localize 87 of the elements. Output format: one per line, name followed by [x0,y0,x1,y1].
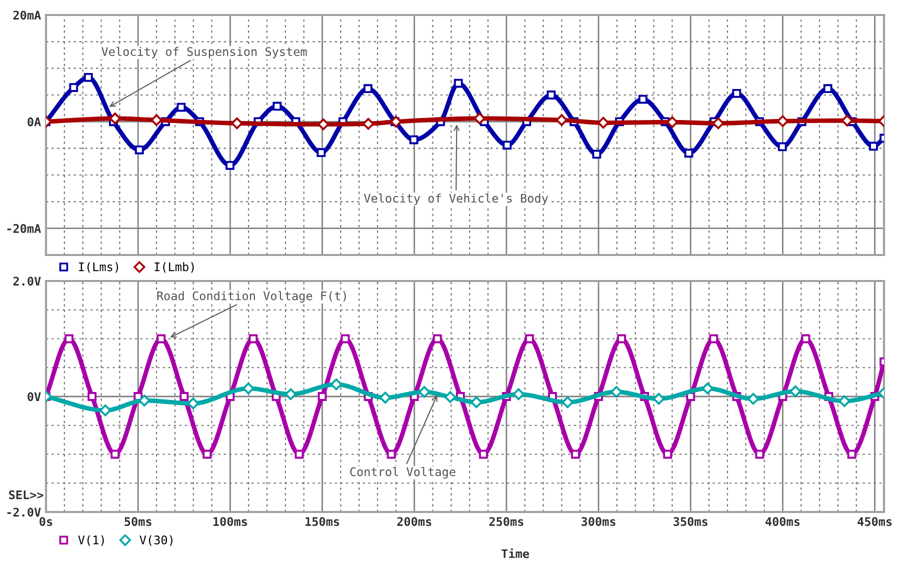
x-tick-label: 450ms [858,517,892,526]
point [318,392,327,401]
x-axis-title: Time [502,548,530,558]
x-tick-label: 50ms [124,517,152,526]
annotation: Road Condition Voltage F(t) [157,291,346,303]
point [474,112,486,124]
point [525,334,534,344]
point [732,88,742,98]
point [709,334,718,344]
point [150,114,162,126]
point [187,398,200,410]
annotation: Velocity of Vehicle's Body [364,194,548,205]
point [248,334,258,344]
point [638,94,648,104]
point [363,84,372,94]
point [610,386,622,398]
x-tick-label: 300ms [581,517,616,526]
point [556,114,568,126]
legend-label: I(Lms) [79,262,118,273]
point [231,117,243,130]
y-tick-label: -20mA [7,224,41,233]
point [226,160,234,170]
x-tick-label: 0s [40,517,52,526]
y-tick-label: 0A [28,117,41,126]
point [546,90,556,100]
x-tick-label: 250ms [489,517,524,526]
point [502,140,512,150]
point [202,450,212,459]
point [390,116,402,128]
point [432,334,442,344]
point [478,450,488,459]
point [134,145,144,154]
x-tick-label: 100ms [213,517,247,526]
x-tick-label: 200ms [397,517,432,526]
point [294,450,304,459]
point [156,334,166,344]
point [242,382,254,394]
point [823,84,832,94]
legend-label: V(1) [78,535,104,546]
point [176,102,186,112]
point [562,396,574,408]
x-tick-label: 150ms [306,517,340,526]
y-tick-label: -2.0V [7,508,41,517]
x-tick-label: 400ms [766,517,800,526]
point [316,148,326,158]
point [272,102,282,111]
point [64,334,74,344]
point [88,392,96,401]
point [702,382,714,394]
y-tick-label: 0V [28,392,41,402]
y-tick-label: 2.0V [13,276,41,286]
point [617,334,626,344]
legend-label: I(Lmb) [154,262,194,273]
point [379,392,392,404]
point [110,450,120,459]
point [778,142,787,152]
point [99,404,112,416]
point [684,148,694,158]
point [801,334,810,344]
point [652,392,665,405]
point [747,392,760,405]
point [512,388,524,400]
legend-label: V(30) [140,535,172,546]
point [69,83,78,92]
point [838,395,850,408]
point [470,396,482,408]
annotation: Velocity of Suspension System [102,46,307,58]
point [444,391,456,403]
point [409,135,418,144]
point [284,388,297,400]
text: SEL>> [9,490,44,500]
annotation: Control Voltage [350,467,456,479]
y-tick-label: 20mA [13,10,41,20]
point [755,450,764,459]
point [847,450,856,459]
point [790,385,802,398]
point [571,450,580,459]
point [386,450,396,459]
point [180,392,189,401]
point [454,78,463,88]
point [109,112,121,124]
point [592,150,602,159]
x-tick-label: 350ms [674,517,708,526]
point [84,72,93,82]
point [663,450,672,459]
point [869,142,878,151]
point [340,334,350,344]
